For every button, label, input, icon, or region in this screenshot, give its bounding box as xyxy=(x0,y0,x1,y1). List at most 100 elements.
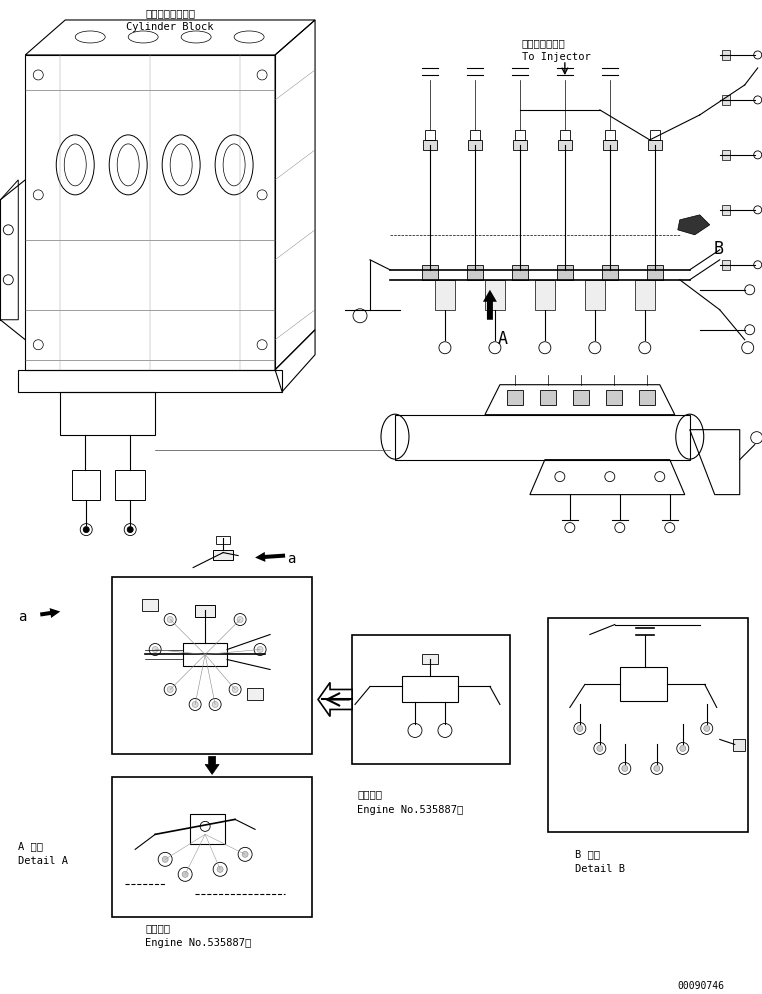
Polygon shape xyxy=(722,205,730,215)
Polygon shape xyxy=(512,264,528,279)
Polygon shape xyxy=(195,604,215,616)
Circle shape xyxy=(234,613,246,625)
Polygon shape xyxy=(422,264,438,279)
Polygon shape xyxy=(648,140,661,150)
Circle shape xyxy=(167,616,173,622)
Circle shape xyxy=(152,646,158,652)
Circle shape xyxy=(257,646,263,652)
Circle shape xyxy=(200,821,210,831)
Text: インジェクタへ: インジェクタへ xyxy=(522,38,565,48)
Text: a: a xyxy=(287,552,296,566)
Polygon shape xyxy=(318,683,352,717)
Circle shape xyxy=(744,325,754,335)
Text: 適用号機: 適用号機 xyxy=(357,789,382,799)
Circle shape xyxy=(741,342,754,354)
Circle shape xyxy=(217,867,223,873)
Circle shape xyxy=(34,340,43,350)
Bar xyxy=(352,634,510,764)
Text: Engine No.535887～: Engine No.535887～ xyxy=(146,938,251,948)
Polygon shape xyxy=(573,390,589,405)
Circle shape xyxy=(701,723,712,735)
Circle shape xyxy=(80,524,92,536)
Circle shape xyxy=(254,643,266,655)
Circle shape xyxy=(589,342,600,354)
Polygon shape xyxy=(513,140,527,150)
Polygon shape xyxy=(722,95,730,105)
Polygon shape xyxy=(647,264,663,279)
Polygon shape xyxy=(558,140,572,150)
Circle shape xyxy=(655,471,664,482)
FancyArrow shape xyxy=(483,290,497,320)
Polygon shape xyxy=(213,550,233,560)
Text: B: B xyxy=(714,240,724,257)
Circle shape xyxy=(565,523,575,533)
Circle shape xyxy=(149,643,162,655)
Circle shape xyxy=(238,847,252,862)
Circle shape xyxy=(257,70,267,80)
Circle shape xyxy=(539,342,551,354)
Text: シリンダブロック: シリンダブロック xyxy=(146,8,195,18)
FancyArrow shape xyxy=(324,691,352,709)
Polygon shape xyxy=(422,654,438,665)
FancyArrow shape xyxy=(255,552,285,562)
Polygon shape xyxy=(535,279,555,310)
Polygon shape xyxy=(639,390,655,405)
Circle shape xyxy=(651,762,663,774)
Polygon shape xyxy=(467,264,483,279)
Circle shape xyxy=(189,699,201,711)
Circle shape xyxy=(754,206,762,214)
Circle shape xyxy=(754,96,762,104)
Polygon shape xyxy=(677,215,709,235)
Circle shape xyxy=(654,765,660,771)
Polygon shape xyxy=(585,279,605,310)
Polygon shape xyxy=(722,259,730,269)
Circle shape xyxy=(237,616,243,622)
Circle shape xyxy=(124,524,136,536)
Circle shape xyxy=(158,852,172,867)
Text: Detail B: Detail B xyxy=(575,865,625,875)
Circle shape xyxy=(257,340,267,350)
Circle shape xyxy=(597,746,603,751)
FancyArrow shape xyxy=(40,608,60,618)
Circle shape xyxy=(164,613,176,625)
Polygon shape xyxy=(722,50,730,60)
Circle shape xyxy=(555,471,565,482)
Circle shape xyxy=(162,857,168,863)
FancyArrow shape xyxy=(205,756,219,774)
Circle shape xyxy=(164,684,176,696)
Polygon shape xyxy=(468,140,482,150)
Text: 適用号機: 適用号機 xyxy=(146,923,170,933)
Text: A 詳細: A 詳細 xyxy=(18,841,43,851)
Polygon shape xyxy=(606,390,622,405)
Circle shape xyxy=(489,342,501,354)
Circle shape xyxy=(83,527,89,533)
Circle shape xyxy=(704,726,709,732)
Circle shape xyxy=(182,872,188,878)
Polygon shape xyxy=(603,140,616,150)
Circle shape xyxy=(257,190,267,200)
Circle shape xyxy=(615,523,625,533)
Circle shape xyxy=(439,342,451,354)
Circle shape xyxy=(232,687,238,693)
Text: a: a xyxy=(18,609,27,623)
Polygon shape xyxy=(247,689,263,701)
Polygon shape xyxy=(507,390,523,405)
Polygon shape xyxy=(635,279,655,310)
Circle shape xyxy=(242,851,248,858)
Circle shape xyxy=(192,702,198,708)
Circle shape xyxy=(213,863,227,877)
Text: Engine No.535887～: Engine No.535887～ xyxy=(357,805,463,815)
Circle shape xyxy=(639,342,651,354)
Circle shape xyxy=(127,527,133,533)
Circle shape xyxy=(178,868,192,882)
Circle shape xyxy=(622,765,628,771)
Circle shape xyxy=(754,260,762,268)
Polygon shape xyxy=(485,279,505,310)
Circle shape xyxy=(744,285,754,295)
Circle shape xyxy=(3,274,13,285)
Circle shape xyxy=(754,151,762,159)
Circle shape xyxy=(751,431,762,443)
Circle shape xyxy=(677,743,689,754)
Circle shape xyxy=(212,702,218,708)
Polygon shape xyxy=(540,390,555,405)
